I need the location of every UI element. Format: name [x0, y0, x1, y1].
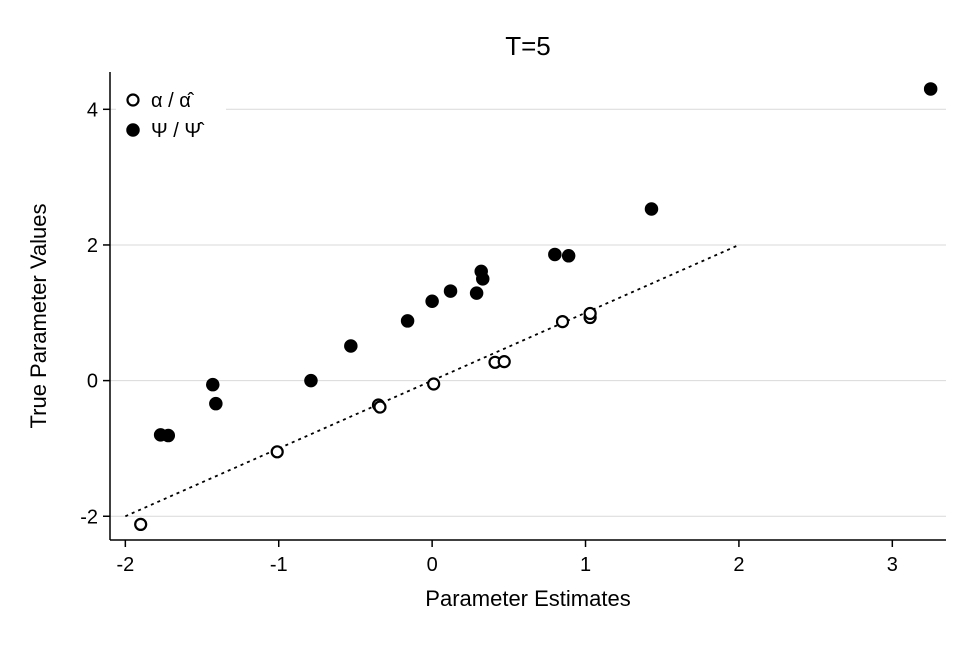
y-axis-title: True Parameter Values	[26, 204, 51, 429]
legend-marker-alpha	[126, 93, 140, 107]
gridlines	[110, 108, 946, 517]
data-point-alpha	[583, 306, 597, 321]
legend-background	[116, 78, 226, 150]
x-tick-label: 2	[733, 554, 744, 576]
data-point-alpha	[270, 445, 284, 459]
data-point-alpha	[427, 377, 441, 391]
data-point-psi	[923, 82, 938, 96]
data-point-alpha	[373, 400, 387, 414]
data-point-alpha	[497, 355, 511, 369]
x-tick-label: 0	[427, 554, 438, 576]
x-axis-title: Parameter Estimates	[425, 586, 630, 611]
data-point-alpha	[134, 517, 148, 532]
x-tick-label: 1	[580, 554, 591, 576]
y-tick-label: -2	[80, 506, 98, 528]
data-point-psi	[304, 373, 318, 388]
data-points	[134, 82, 938, 532]
data-point-psi	[400, 314, 415, 328]
data-point-psi	[443, 284, 458, 298]
y-tick-label: 4	[87, 99, 98, 121]
data-point-psi	[644, 202, 659, 216]
data-point-psi	[206, 377, 220, 392]
legend-label-psi: Ψ / Ψ̂	[151, 120, 205, 142]
tick-marks: -2 0 2 4 -2 -1 0 1 2 3	[80, 99, 898, 576]
legend: α / α̂ Ψ / Ψ̂	[116, 78, 226, 150]
data-point-psi	[161, 428, 176, 443]
data-point-psi	[561, 249, 576, 263]
data-point-psi	[209, 396, 223, 411]
data-point-psi	[425, 294, 439, 309]
legend-marker-psi	[126, 123, 140, 137]
data-point-psi	[344, 339, 358, 353]
y-tick-label: 0	[87, 371, 98, 393]
data-point-psi	[469, 286, 484, 300]
axes	[109, 72, 946, 541]
chart-title: T=5	[505, 31, 551, 61]
data-point-psi	[548, 247, 562, 262]
data-point-psi	[475, 272, 490, 286]
data-point-alpha	[555, 315, 570, 329]
y-tick-label: 2	[87, 235, 98, 257]
x-tick-label: -2	[116, 554, 134, 576]
x-tick-label: -1	[270, 554, 288, 576]
legend-label-alpha: α / α̂	[151, 90, 195, 112]
x-tick-label: 3	[887, 554, 898, 576]
